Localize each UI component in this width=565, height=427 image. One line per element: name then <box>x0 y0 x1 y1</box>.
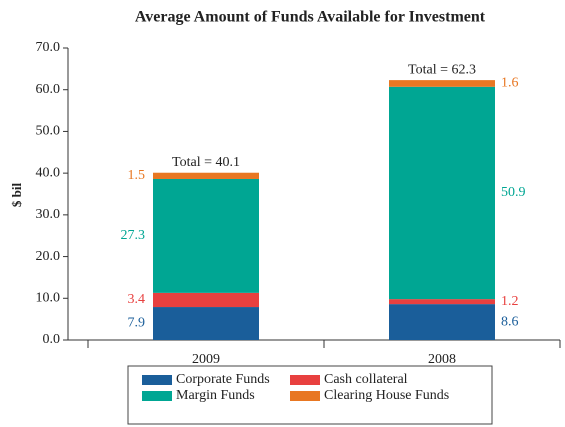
value-label: 1.6 <box>501 76 519 91</box>
value-label: 1.2 <box>501 294 519 309</box>
legend-swatch <box>142 391 172 401</box>
chart-title: Average Amount of Funds Available for In… <box>135 9 486 26</box>
y-tick-label: 0.0 <box>43 332 61 347</box>
value-label: 1.5 <box>128 168 146 183</box>
bar-segment <box>153 172 259 179</box>
total-annotation: Total = 62.3 <box>408 62 476 77</box>
value-label: 3.4 <box>128 292 146 307</box>
value-label: 7.9 <box>128 316 146 331</box>
y-tick-label: 50.0 <box>36 124 61 139</box>
y-tick-label: 20.0 <box>36 249 61 264</box>
y-axis-label: $ bil <box>9 183 24 208</box>
bar-segment <box>153 178 259 293</box>
legend-swatch <box>142 375 172 385</box>
value-label: 27.3 <box>121 228 146 243</box>
x-tick-label: 2009 <box>192 352 220 367</box>
legend-label: Margin Funds <box>176 388 255 403</box>
value-label: 50.9 <box>501 185 526 200</box>
legend-box <box>127 365 493 425</box>
y-tick-label: 10.0 <box>36 291 61 306</box>
total-annotation: Total = 40.1 <box>172 155 240 170</box>
bar-segment <box>389 304 495 340</box>
bar-segment <box>389 86 495 300</box>
value-label: 8.6 <box>501 314 519 329</box>
bar-segment <box>153 292 259 308</box>
legend-swatch <box>290 391 320 401</box>
bar-segment <box>389 80 495 87</box>
y-tick-label: 70.0 <box>36 40 61 55</box>
y-tick-label: 60.0 <box>36 82 61 97</box>
legend-swatch <box>290 375 320 385</box>
bar-segment <box>389 299 495 305</box>
legend-label: Corporate Funds <box>176 372 270 387</box>
legend-label: Cash collateral <box>324 372 408 387</box>
y-tick-label: 30.0 <box>36 207 61 222</box>
y-tick-label: 40.0 <box>36 165 61 180</box>
bar-segment <box>153 307 259 340</box>
x-tick-label: 2008 <box>428 352 456 367</box>
legend-label: Clearing House Funds <box>324 388 449 403</box>
